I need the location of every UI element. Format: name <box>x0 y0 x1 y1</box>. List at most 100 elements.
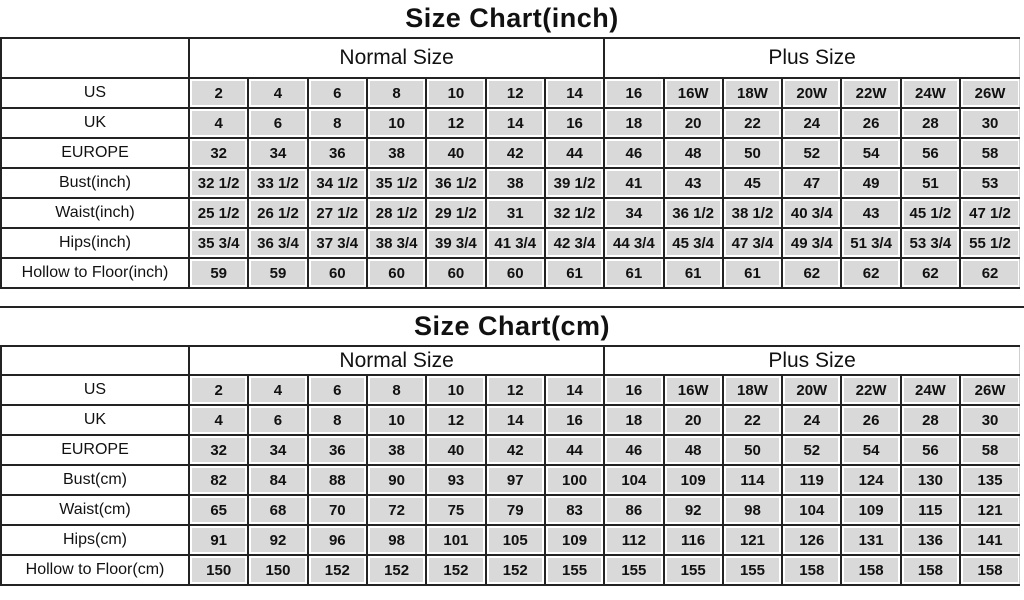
table-row: Waist(cm) 65 68 70 72 75 79 83 86 92 98 104 109 115 12… <box>0 494 1021 526</box>
data-cell: 39 3/4 <box>425 227 487 259</box>
data-cell: 109 <box>662 464 724 496</box>
table-row: UK 4 6 8 10 12 14 16 18 20 22 24 26 28 30 <box>0 404 1021 436</box>
data-cell: 24 <box>781 107 843 139</box>
data-cell: 38 <box>365 434 428 466</box>
data-cell: 158 <box>899 554 962 586</box>
data-cell: 152 <box>365 554 428 586</box>
table-row: Hips(cm) 91 92 96 98 101 105 109 112 116 121 126 131… <box>0 524 1021 556</box>
data-cell: 50 <box>721 137 784 169</box>
data-cell: 121 <box>721 524 784 556</box>
data-cell: 112 <box>603 524 665 556</box>
row-label: Hollow to Floor(cm) <box>0 554 190 586</box>
data-cell: 36 <box>306 434 368 466</box>
data-cell: 93 <box>425 464 487 496</box>
data-cell: 16 <box>603 374 665 406</box>
data-cell: 35 3/4 <box>187 227 250 259</box>
data-cell: 42 3/4 <box>543 227 606 259</box>
group-header-row: Normal Size Plus Size <box>0 345 1021 376</box>
data-cell: 53 3/4 <box>899 227 962 259</box>
size-chart-inch-section: Size Chart(inch) Normal Size Plus Size US 2 4… <box>0 0 1024 289</box>
data-cell: 130 <box>899 464 962 496</box>
data-cell: 33 1/2 <box>247 167 309 199</box>
data-cell: 49 3/4 <box>781 227 843 259</box>
data-cell: 92 <box>247 524 309 556</box>
data-cell: 18W <box>721 77 784 109</box>
data-cell: 51 3/4 <box>840 227 902 259</box>
data-cell: 42 <box>484 434 546 466</box>
data-cell: 22 <box>721 107 784 139</box>
row-label: US <box>0 77 190 109</box>
chart-title-inch: Size Chart(inch) <box>405 3 619 33</box>
data-cell: 88 <box>306 464 368 496</box>
data-cell: 62 <box>899 257 962 289</box>
data-cell: 109 <box>840 494 902 526</box>
data-cell: 97 <box>484 464 546 496</box>
data-cell: 20W <box>781 77 843 109</box>
data-cell: 61 <box>662 257 724 289</box>
data-cell: 42 <box>484 137 546 169</box>
data-cell: 150 <box>247 554 309 586</box>
data-cell: 75 <box>425 494 487 526</box>
data-cell: 56 <box>899 434 962 466</box>
row-label: UK <box>0 404 190 436</box>
data-cell: 28 <box>899 404 962 436</box>
data-cell: 38 1/2 <box>721 197 784 229</box>
data-cell: 152 <box>484 554 546 586</box>
data-cell: 54 <box>840 434 902 466</box>
table-row: EUROPE 32 34 36 38 40 42 44 46 48 50 52 54 56 58 <box>0 137 1021 169</box>
row-label: Waist(inch) <box>0 197 190 229</box>
data-cell: 98 <box>365 524 428 556</box>
chart-title-cm: Size Chart(cm) <box>413 311 611 341</box>
data-cell: 24W <box>899 374 962 406</box>
data-cell: 4 <box>247 374 309 406</box>
data-cell: 45 3/4 <box>662 227 724 259</box>
data-cell: 36 1/2 <box>425 167 487 199</box>
data-cell: 150 <box>187 554 250 586</box>
data-cell: 70 <box>306 494 368 526</box>
table-row: UK 4 6 8 10 12 14 16 18 20 22 24 26 28 30 <box>0 107 1021 139</box>
data-cell: 26 <box>840 107 902 139</box>
data-cell: 37 3/4 <box>306 227 368 259</box>
group-header-plus-size: Plus Size <box>603 37 1021 79</box>
data-cell: 43 <box>662 167 724 199</box>
group-header-normal-size: Normal Size <box>187 37 606 79</box>
group-header-normal-size: Normal Size <box>187 345 606 376</box>
data-cell: 36 1/2 <box>662 197 724 229</box>
corner-cell <box>0 345 190 376</box>
data-cell: 61 <box>603 257 665 289</box>
data-cell: 60 <box>365 257 428 289</box>
group-header-plus-size: Plus Size <box>603 345 1021 376</box>
data-cell: 100 <box>543 464 606 496</box>
data-cell: 46 <box>603 137 665 169</box>
data-cell: 38 <box>365 137 428 169</box>
data-cell: 41 <box>603 167 665 199</box>
data-cell: 92 <box>662 494 724 526</box>
data-cell: 55 1/2 <box>959 227 1021 259</box>
data-cell: 52 <box>781 137 843 169</box>
data-cell: 6 <box>306 374 368 406</box>
data-cell: 16W <box>662 77 724 109</box>
data-cell: 158 <box>781 554 843 586</box>
data-cell: 24 <box>781 404 843 436</box>
data-cell: 136 <box>899 524 962 556</box>
data-cell: 14 <box>484 404 546 436</box>
data-cell: 12 <box>425 404 487 436</box>
data-cell: 6 <box>306 77 368 109</box>
data-cell: 22W <box>840 374 902 406</box>
data-cell: 59 <box>247 257 309 289</box>
data-cell: 34 <box>247 137 309 169</box>
table-row: US 2 4 6 8 10 12 14 16 16W 18W 20W 22W 24W 26W <box>0 77 1021 109</box>
data-cell: 44 3/4 <box>603 227 665 259</box>
data-cell: 10 <box>425 77 487 109</box>
data-cell: 155 <box>603 554 665 586</box>
data-cell: 152 <box>425 554 487 586</box>
group-header-row: Normal Size Plus Size <box>0 37 1021 79</box>
data-cell: 36 <box>306 137 368 169</box>
corner-cell <box>0 37 190 79</box>
data-cell: 65 <box>187 494 250 526</box>
data-cell: 6 <box>247 404 309 436</box>
row-label: EUROPE <box>0 434 190 466</box>
data-cell: 40 3/4 <box>781 197 843 229</box>
data-cell: 114 <box>721 464 784 496</box>
row-label: Bust(cm) <box>0 464 190 496</box>
